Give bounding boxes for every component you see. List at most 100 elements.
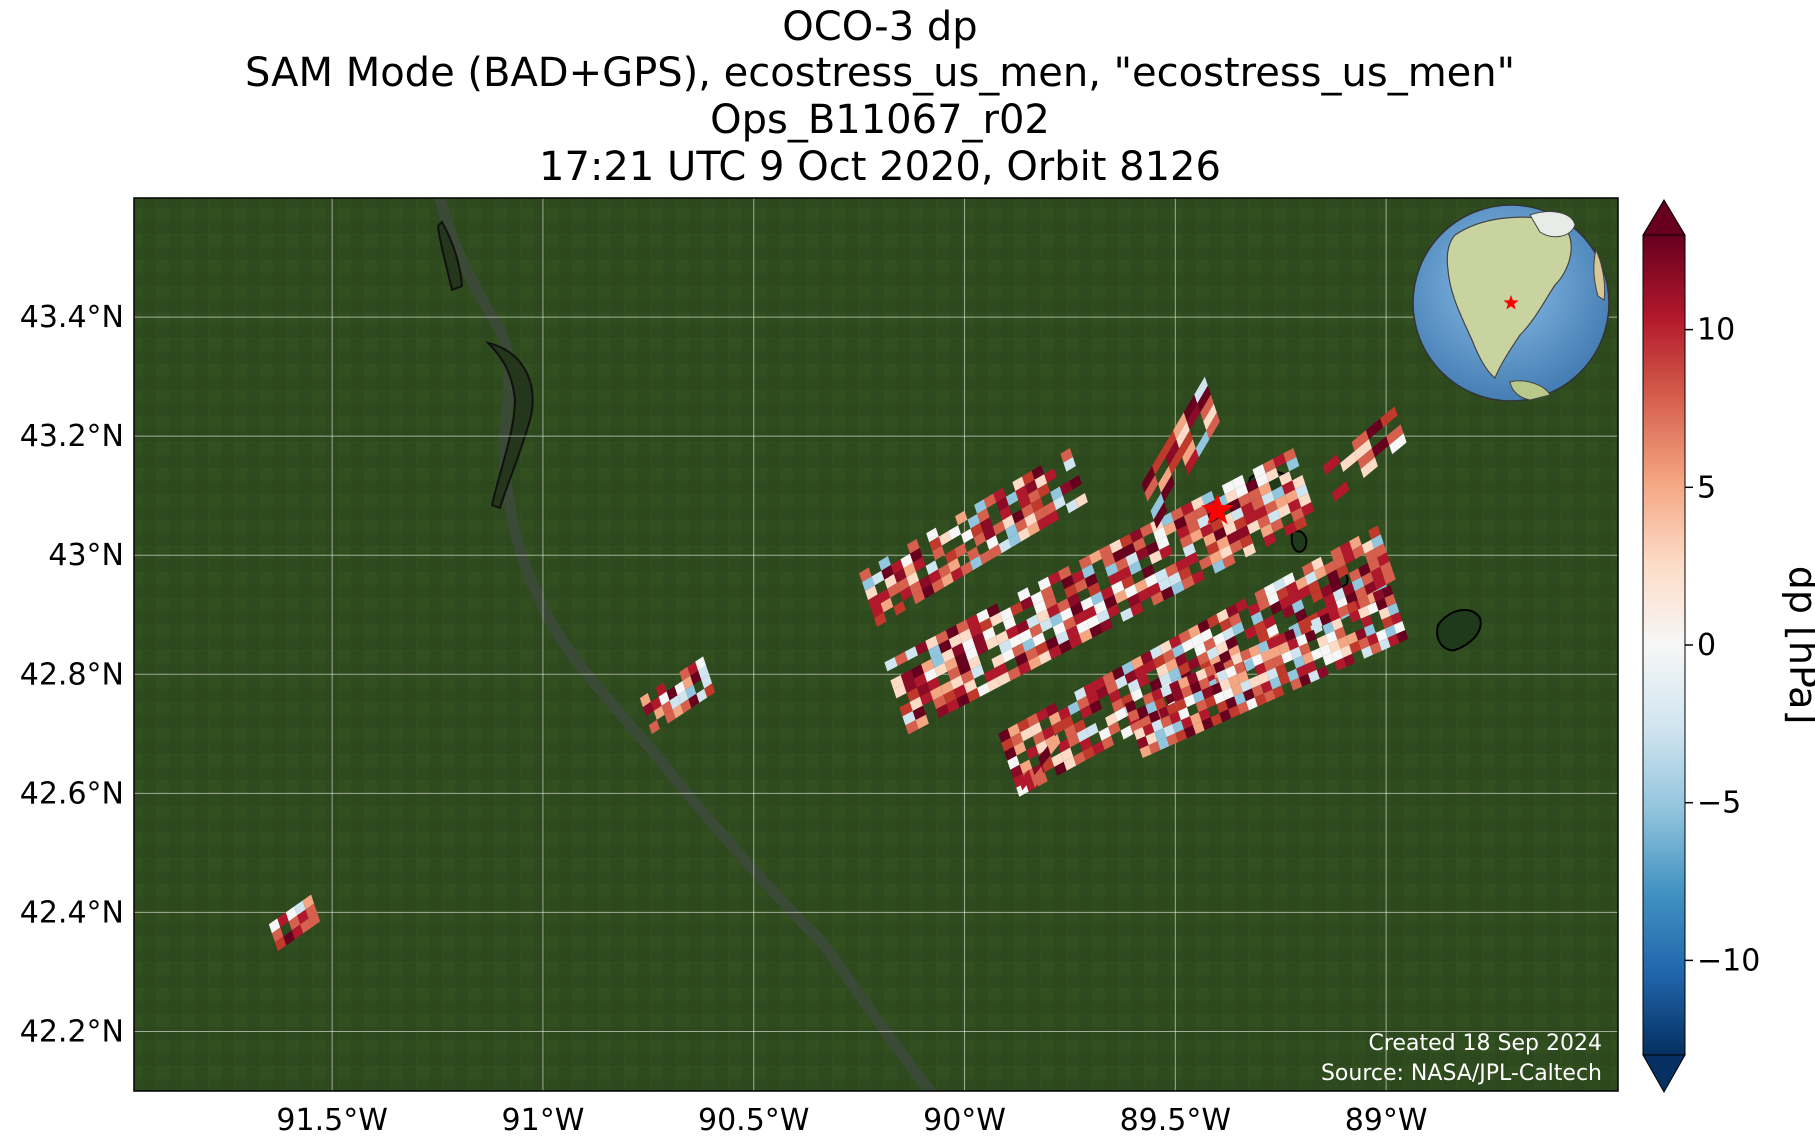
sounding-footprint (893, 601, 906, 616)
sounding-footprint (933, 694, 947, 710)
sounding-footprint (1148, 710, 1161, 724)
sounding-footprint (1129, 528, 1143, 543)
sounding-footprint (967, 513, 981, 529)
sounding-footprint (1171, 580, 1185, 596)
sounding-footprint (1172, 720, 1184, 734)
sounding-footprint (1099, 544, 1113, 559)
sounding-footprint (642, 701, 654, 717)
credit-source: Source: NASA/JPL-Caltech (1321, 1061, 1602, 1086)
sounding-footprint (1266, 591, 1280, 606)
sounding-footprint (1198, 677, 1211, 691)
sounding-footprint (1326, 569, 1340, 584)
sounding-footprint (1136, 736, 1149, 749)
map-area[interactable]: Created 18 Sep 2024 Source: NASA/JPL-Cal… (134, 198, 1618, 1091)
sounding-footprint (865, 585, 878, 601)
sounding-footprint (698, 665, 710, 680)
sounding-footprint (283, 930, 295, 946)
sounding-footprint (1111, 580, 1125, 595)
sounding-footprint (1227, 498, 1241, 513)
sounding-footprint (1357, 605, 1370, 619)
sounding-footprint (1132, 537, 1146, 552)
lon-tick-label: 91°W (502, 1103, 585, 1138)
sounding-footprint (1212, 632, 1226, 647)
sounding-footprint (1389, 433, 1407, 455)
sounding-footprint (959, 628, 973, 643)
globe-south-america (1509, 380, 1551, 401)
sounding-footprint (1115, 557, 1129, 572)
sounding-footprint (1153, 654, 1166, 669)
sounding-footprint (305, 903, 318, 919)
sounding-footprint (1007, 755, 1020, 770)
sounding-footprint (956, 693, 970, 708)
sounding-footprint (1112, 666, 1125, 681)
title-line-1: OCO-3 dp (782, 4, 978, 50)
sounding-footprint (1368, 525, 1381, 540)
sounding-footprint (1046, 603, 1060, 618)
sounding-footprint (1257, 514, 1271, 529)
sounding-footprint (1191, 633, 1204, 648)
sounding-footprint (884, 574, 897, 589)
sounding-footprint (985, 635, 999, 651)
sounding-footprint (1357, 595, 1371, 610)
sounding-footprint (1034, 506, 1047, 522)
sounding-footprint (1022, 470, 1035, 486)
sounding-footprint (1051, 720, 1065, 735)
sounding-footprint (1086, 614, 1100, 629)
lat-tick-label: 42.6°N (20, 776, 124, 811)
sounding-footprint (672, 704, 684, 719)
sounding-footprint (1018, 494, 1031, 510)
sounding-footprint (934, 662, 948, 677)
sounding-footprint (1154, 728, 1167, 742)
sounding-footprint (1001, 737, 1014, 752)
sounding-footprint (1286, 457, 1300, 472)
sounding-footprint (1058, 565, 1072, 581)
sounding-footprint (1384, 624, 1397, 638)
sounding-footprint (1361, 571, 1374, 587)
sounding-footprint (977, 508, 990, 523)
sounding-footprint (1197, 514, 1211, 529)
sounding-footprint (1102, 671, 1116, 686)
sounding-footprint (653, 705, 665, 720)
sounding-footprint (1045, 702, 1059, 717)
sounding-footprint (1063, 756, 1077, 771)
sounding-footprint (274, 936, 287, 952)
sounding-footprint (1225, 696, 1238, 710)
sounding-footprint (1296, 664, 1308, 678)
sounding-footprint (1240, 679, 1252, 693)
colorbar-extend-min (1642, 1054, 1686, 1094)
sounding-footprint (928, 569, 942, 584)
sounding-footprint (1290, 677, 1303, 691)
sounding-footprint (1263, 582, 1277, 597)
sounding-footprint (1137, 673, 1150, 688)
sounding-footprint (1283, 521, 1297, 537)
sounding-footprint (965, 646, 979, 661)
sounding-footprint (1010, 601, 1024, 617)
sounding-footprint (1349, 609, 1361, 623)
sounding-footprint (688, 693, 700, 708)
sounding-footprint (1255, 473, 1269, 488)
colorbar-tick-label: 10 (1697, 313, 1735, 348)
sounding-footprint (956, 619, 970, 634)
sounding-footprint (999, 607, 1014, 622)
sounding-footprint (1272, 685, 1285, 699)
sounding-footprint (1323, 592, 1336, 607)
sounding-footprint (1216, 608, 1229, 623)
sounding-footprint (938, 530, 952, 546)
sounding-footprint (1093, 676, 1106, 691)
sounding-footprint (1043, 594, 1057, 609)
sounding-footprint (922, 584, 935, 599)
sounding-footprint (1119, 533, 1133, 549)
sounding-footprint (1076, 619, 1090, 635)
sounding-footprint (1060, 747, 1074, 762)
sounding-footprint (1031, 465, 1045, 480)
sounding-footprint (1367, 557, 1381, 572)
sounding-footprint (950, 566, 964, 582)
sounding-footprint (1189, 712, 1202, 726)
sounding-footprint (1354, 439, 1372, 461)
sounding-footprint (288, 915, 301, 931)
sounding-footprint (1225, 603, 1239, 618)
river-pool-outline (484, 341, 534, 510)
sounding-footprint (1165, 658, 1178, 673)
sounding-footprint (1371, 436, 1390, 458)
sounding-footprint (1161, 475, 1175, 502)
